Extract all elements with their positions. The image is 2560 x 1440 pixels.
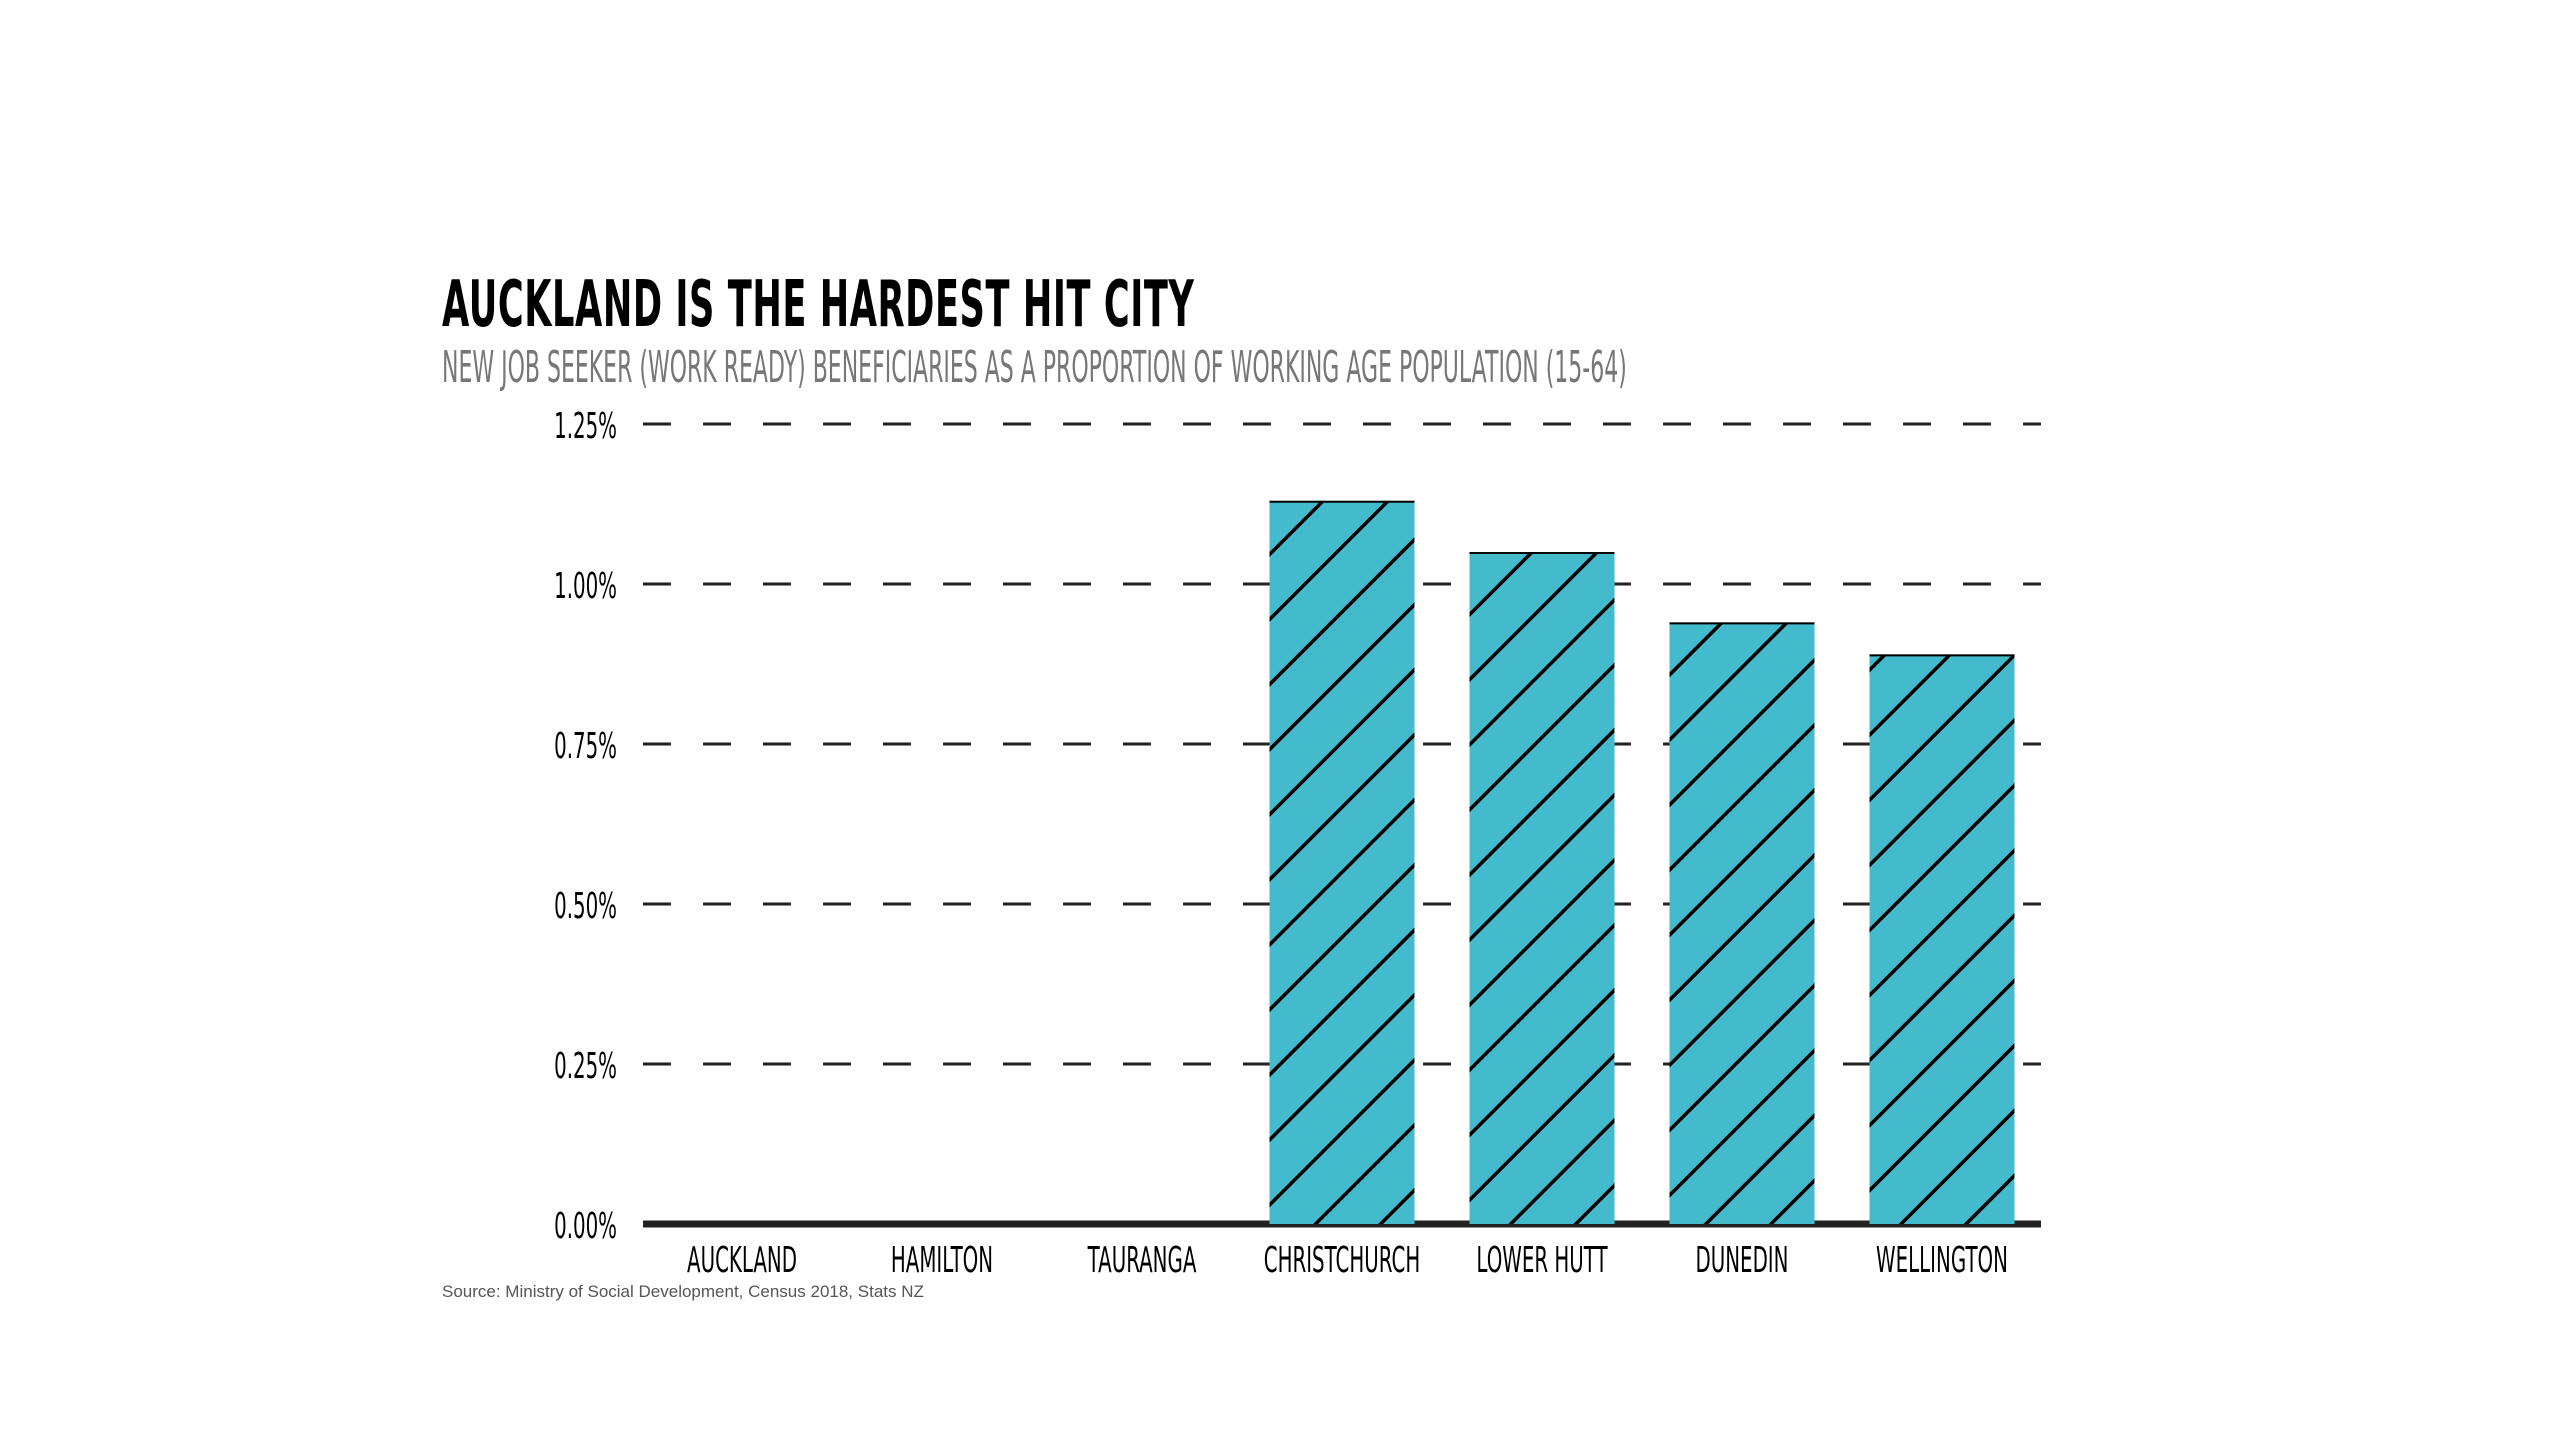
bar-wellington [1869,654,2015,1224]
y-tick-label: 1.25% [554,405,617,447]
x-tick-label: HAMILTON [891,1239,993,1281]
bar-lower-hutt [1469,552,1615,1224]
x-tick-label: DUNEDIN [1696,1239,1789,1281]
y-tick-label: 0.75% [554,725,617,767]
x-tick-label: AUCKLAND [687,1239,797,1281]
source-note: Source: Ministry of Social Development, … [442,1282,924,1301]
x-tick-label: LOWER HUTT [1476,1239,1607,1281]
chart-title: AUCKLAND IS THE HARDEST HIT CITY [442,268,1195,342]
x-tick-label: CHRISTCHURCH [1264,1239,1420,1281]
chart-subtitle: NEW JOB SEEKER (WORK READY) BENEFICIARIE… [442,342,1627,393]
bar-christchurch [1269,500,1415,1224]
y-tick-label: 1.00% [554,565,617,607]
x-tick-label: WELLINGTON [1876,1239,2008,1281]
y-tick-label: 0.00% [554,1205,617,1247]
bar-dunedin [1669,622,1815,1224]
y-tick-label: 0.25% [554,1045,617,1087]
x-tick-label: TAURANGA [1087,1239,1197,1281]
y-tick-label: 0.50% [554,885,617,927]
